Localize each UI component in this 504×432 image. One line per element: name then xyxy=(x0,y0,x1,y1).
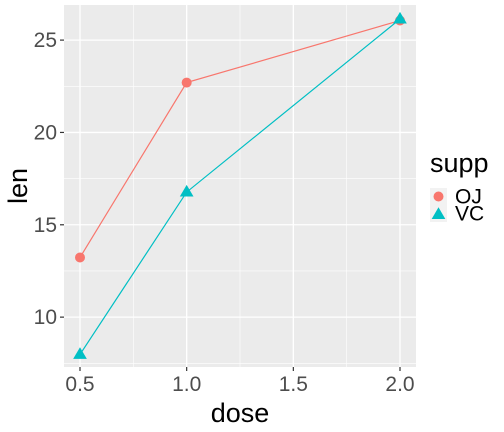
legend-title: supp xyxy=(430,148,489,178)
x-tick-label: 0.5 xyxy=(65,373,94,396)
data-point-oj xyxy=(75,252,85,263)
x-axis-title: dose xyxy=(211,398,270,428)
legend-marker-oj xyxy=(433,191,444,202)
minor-grid xyxy=(64,5,416,367)
legend-label-vc: VC xyxy=(455,203,484,226)
x-tick-label: 2.0 xyxy=(385,373,414,396)
y-axis-ticks: 10 15 20 25 xyxy=(34,29,64,329)
data-point-vc xyxy=(393,11,407,24)
y-axis-title: len xyxy=(3,168,33,204)
y-tick-label: 25 xyxy=(34,29,57,52)
major-grid xyxy=(64,5,416,367)
series-points xyxy=(73,11,407,359)
y-tick-label: 10 xyxy=(34,306,57,329)
data-point-vc xyxy=(179,184,194,197)
legend-label-oj: OJ xyxy=(455,186,482,209)
x-axis-ticks: 0.5 1.0 1.5 2.0 xyxy=(65,367,415,396)
x-tick-label: 1.0 xyxy=(172,373,201,396)
x-tick-label: 1.5 xyxy=(279,373,308,396)
legend-marker-vc xyxy=(431,207,446,219)
y-tick-label: 20 xyxy=(34,121,57,144)
data-point-oj xyxy=(181,77,192,88)
data-point-vc xyxy=(73,347,87,359)
y-tick-label: 15 xyxy=(34,214,57,237)
